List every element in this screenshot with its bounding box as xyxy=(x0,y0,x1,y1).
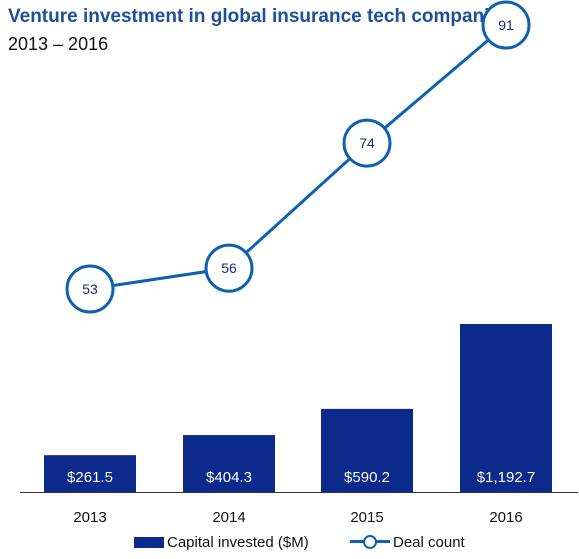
deal-count-marker-2015 xyxy=(342,118,392,168)
bar-2016 xyxy=(460,324,552,492)
deal-count-label-2016: 91 xyxy=(498,17,514,33)
x-tick-2013: 2013 xyxy=(73,509,106,526)
deal-count-label-2013: 53 xyxy=(82,281,98,297)
legend-swatch-capital xyxy=(134,536,164,548)
deal-count-label-2015: 74 xyxy=(359,135,375,151)
legend-label-deal-count: Deal count xyxy=(393,533,465,551)
bar-2015 xyxy=(321,408,413,492)
deal-count-line xyxy=(89,23,507,291)
x-tick-2014: 2014 xyxy=(212,509,245,526)
deal-count-marker-2014 xyxy=(204,243,254,293)
chart-subtitle: 2013 – 2016 xyxy=(8,34,109,54)
bar-label-2014: $404.3 xyxy=(206,469,252,486)
deal-count-marker-2016 xyxy=(481,0,531,50)
legend-item-capital: Capital invested ($M) xyxy=(134,530,309,554)
x-tick-2015: 2015 xyxy=(350,509,383,526)
bar-2014 xyxy=(183,435,275,492)
bar-label-2016: $1,192.7 xyxy=(477,469,535,486)
bar-2013 xyxy=(44,455,136,492)
legend-swatch-deal-count xyxy=(350,534,390,550)
legend: Capital invested ($M) Deal count xyxy=(0,530,579,554)
deal-count-label-2014: 56 xyxy=(221,260,237,276)
legend-item-deal-count: Deal count xyxy=(350,530,465,554)
bar-label-2013: $261.5 xyxy=(67,469,113,486)
legend-label-capital: Capital invested ($M) xyxy=(167,533,309,551)
chart-title: Venture investment in global insurance t… xyxy=(8,6,511,27)
deal-count-marker-2013 xyxy=(65,264,115,314)
bar-label-2015: $590.2 xyxy=(344,469,390,486)
x-tick-2016: 2016 xyxy=(489,509,522,526)
